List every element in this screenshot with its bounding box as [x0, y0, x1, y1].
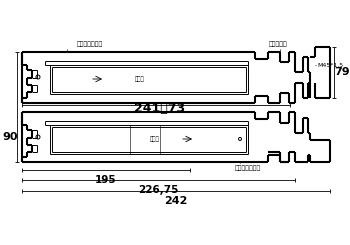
Text: M45*1.5: M45*1.5: [317, 62, 343, 68]
Text: 195: 195: [95, 175, 117, 185]
Text: 冲部介质出入口: 冲部介质出入口: [235, 165, 261, 171]
Text: 出水量: 出水量: [150, 136, 160, 142]
Text: 90: 90: [2, 132, 18, 142]
Text: 冲部介质出入口: 冲部介质出入口: [77, 41, 103, 47]
Text: 242: 242: [164, 196, 188, 206]
Text: 226,75: 226,75: [138, 185, 178, 195]
Text: 241，73: 241，73: [134, 101, 186, 114]
Text: 吹扫进气口: 吹扫进气口: [269, 41, 287, 47]
Text: 79: 79: [334, 67, 350, 77]
Text: 滑水量: 滑水量: [135, 76, 145, 82]
